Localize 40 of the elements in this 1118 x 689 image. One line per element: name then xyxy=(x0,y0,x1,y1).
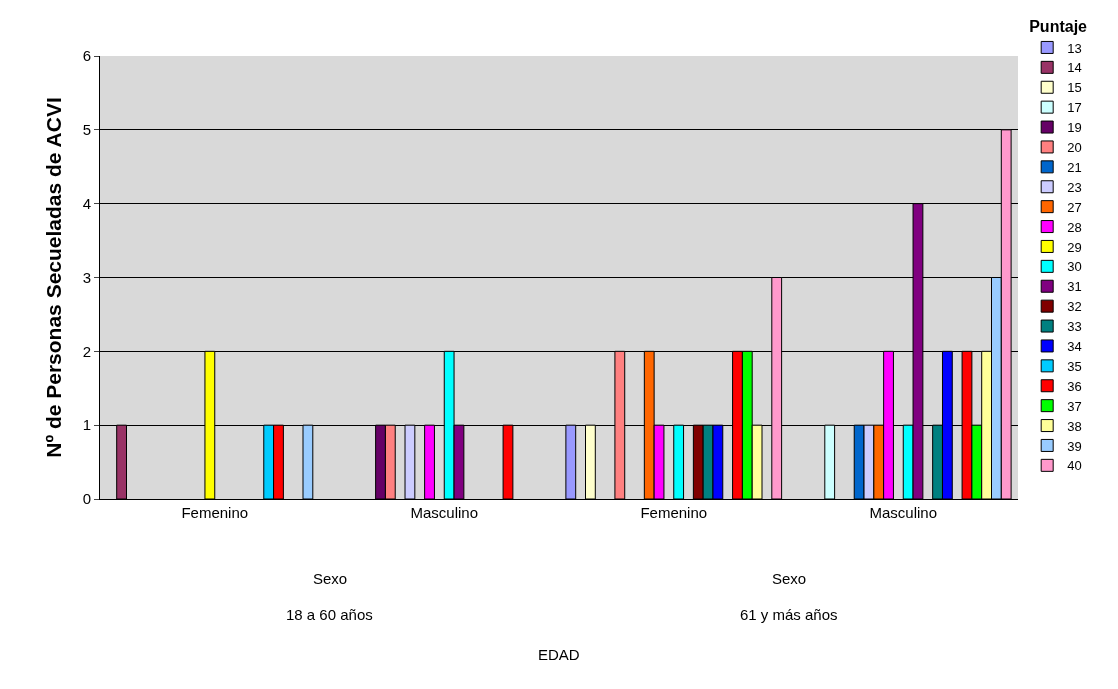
legend-label: 37 xyxy=(1067,398,1082,414)
legend-label: 15 xyxy=(1067,80,1082,96)
legend-label: 31 xyxy=(1067,279,1082,295)
x-tick-label: Femenino xyxy=(181,504,249,521)
legend-label: 23 xyxy=(1067,179,1082,195)
legend-label: 21 xyxy=(1067,159,1082,175)
legend-label: 33 xyxy=(1067,319,1082,335)
legend-label: 13 xyxy=(1067,40,1082,56)
y-tick-label: 0 xyxy=(82,490,91,508)
legend-label: 17 xyxy=(1067,100,1082,116)
legend-label: 40 xyxy=(1067,458,1082,474)
legend-label: 20 xyxy=(1067,140,1082,156)
legend-label: 38 xyxy=(1067,418,1082,434)
legend-title: Puntaje xyxy=(1029,18,1088,36)
legend-label: 36 xyxy=(1067,378,1082,394)
legend-label: 30 xyxy=(1067,259,1082,275)
legend-label: 28 xyxy=(1067,219,1082,235)
y-tick-label: 3 xyxy=(82,268,91,286)
text: 61 y más años xyxy=(740,606,838,623)
y-tick-label: 4 xyxy=(82,194,91,212)
y-tick-label: 2 xyxy=(82,342,91,360)
x-tick-label: Femenino xyxy=(640,504,708,521)
y-axis-title: Nº de Personas Secueladas de ACVI xyxy=(41,97,65,458)
text: 18 a 60 años xyxy=(286,606,373,623)
legend-label: 19 xyxy=(1067,120,1082,136)
text: EDAD xyxy=(538,646,580,663)
legend-label: 32 xyxy=(1067,299,1082,315)
legend-label: 34 xyxy=(1067,339,1082,355)
y-tick-label: 6 xyxy=(82,47,91,65)
y-tick-label: 1 xyxy=(82,416,91,434)
legend-label: 14 xyxy=(1067,60,1082,76)
legend-label: 39 xyxy=(1067,438,1082,454)
legend-label: 27 xyxy=(1067,199,1082,215)
x-tick-label: Masculino xyxy=(869,504,938,521)
x-tick-label: Masculino xyxy=(410,504,479,521)
text: Sexo xyxy=(772,570,807,587)
legend-label: 29 xyxy=(1067,239,1082,255)
legend-label: 35 xyxy=(1067,358,1082,374)
y-tick-label: 5 xyxy=(82,121,91,139)
text: Sexo xyxy=(313,570,348,587)
